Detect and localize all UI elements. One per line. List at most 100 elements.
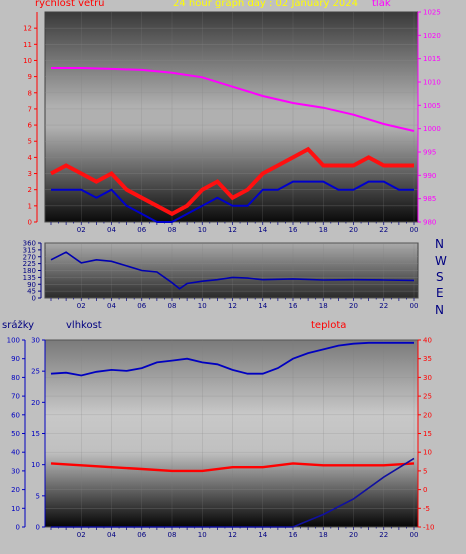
wind-speed-tick-label: 4 bbox=[28, 154, 33, 162]
wind-speed-tick-label: 11 bbox=[23, 41, 32, 49]
temperature-label: teplota bbox=[311, 320, 347, 331]
mid-x-tick-label: 10 bbox=[198, 302, 207, 310]
temperature-tick-label: 30 bbox=[423, 374, 432, 382]
top-x-tick-label: 18 bbox=[319, 226, 328, 234]
temperature-tick-label: 15 bbox=[423, 430, 432, 438]
top-x-tick-label: 00 bbox=[410, 226, 419, 234]
top-x-tick-label: 10 bbox=[198, 226, 207, 234]
top-x-tick-label: 12 bbox=[228, 226, 237, 234]
top-x-tick-label: 14 bbox=[258, 226, 267, 234]
wind-speed-tick-label: 6 bbox=[28, 122, 33, 130]
rain-line bbox=[51, 457, 415, 528]
top-x-tick-label: 20 bbox=[349, 226, 358, 234]
wind-speed-line bbox=[50, 146, 414, 217]
temperature-tick-label: 0 bbox=[423, 486, 427, 494]
top-x-tick-label: 04 bbox=[107, 226, 116, 234]
humidity-tick-label: 20 bbox=[31, 399, 40, 407]
mid-x-tick-label: 18 bbox=[319, 302, 328, 310]
direction-tick-label: 270 bbox=[23, 253, 36, 261]
mid-x-tick-label: 16 bbox=[289, 302, 298, 310]
temperature-tick-label: 10 bbox=[423, 449, 432, 457]
graph-title: 24 hour graph day : 02 January 2024 bbox=[173, 0, 358, 9]
bottom-x-tick-label: 04 bbox=[107, 531, 116, 539]
bottom-x-tick-label: 12 bbox=[228, 531, 237, 539]
pressure-tick-label: 985 bbox=[423, 195, 436, 203]
bottom-x-tick-label: 14 bbox=[258, 531, 267, 539]
mid-x-tick-label: 04 bbox=[107, 302, 116, 310]
direction-tick-label: 225 bbox=[23, 260, 36, 268]
top-x-tick-label: 02 bbox=[77, 226, 86, 234]
bottom-x-tick-label: 18 bbox=[319, 531, 328, 539]
direction-tick-label: 360 bbox=[23, 240, 36, 248]
mid-x-tick-label: 02 bbox=[77, 302, 86, 310]
pressure-label: tlak bbox=[372, 0, 391, 9]
pressure-tick-label: 1000 bbox=[423, 125, 441, 133]
direction-tick-label: 90 bbox=[27, 281, 36, 289]
humidity-label: vlhkost bbox=[66, 320, 102, 331]
pressure-tick-label: 995 bbox=[423, 149, 436, 157]
temperature-tick-label: 20 bbox=[423, 411, 432, 419]
bottom-x-tick-label: 02 bbox=[77, 531, 86, 539]
rain-tick-label: 30 bbox=[11, 467, 20, 475]
humidity-tick-label: 30 bbox=[31, 337, 40, 345]
wind-speed-tick-label: 3 bbox=[28, 170, 32, 178]
rain-tick-label: 10 bbox=[11, 505, 20, 513]
top-panel-bg bbox=[44, 11, 419, 223]
wind-gust-line bbox=[51, 180, 414, 223]
top-x-tick-label: 08 bbox=[168, 226, 177, 234]
temperature-tick-label: 40 bbox=[423, 337, 432, 345]
wind-speed-tick-label: 0 bbox=[28, 219, 32, 227]
compass-south: S bbox=[436, 270, 444, 284]
mid-x-tick-label: 22 bbox=[379, 302, 388, 310]
rain-tick-label: 60 bbox=[11, 411, 20, 419]
humidity-tick-label: 0 bbox=[36, 524, 40, 532]
pressure-tick-label: 1020 bbox=[423, 32, 441, 40]
bottom-x-tick-label: 10 bbox=[198, 531, 207, 539]
temperature-line bbox=[50, 462, 415, 473]
wind-speed-tick-label: 12 bbox=[23, 25, 32, 33]
top-x-tick-label: 16 bbox=[289, 226, 298, 234]
wind-speed-tick-label: 7 bbox=[28, 105, 32, 113]
temperature-tick-label: -5 bbox=[423, 505, 430, 513]
mid-x-tick-label: 12 bbox=[228, 302, 237, 310]
rain-tick-label: 90 bbox=[11, 355, 20, 363]
rain-tick-label: 100 bbox=[7, 337, 20, 345]
top-x-tick-label: 22 bbox=[379, 226, 388, 234]
mid-x-tick-label: 14 bbox=[258, 302, 267, 310]
humidity-tick-label: 10 bbox=[31, 461, 40, 469]
wind-direction-line bbox=[50, 251, 415, 290]
wind-speed-tick-label: 8 bbox=[28, 89, 32, 97]
direction-tick-label: 180 bbox=[23, 267, 36, 275]
temperature-tick-label: 25 bbox=[423, 393, 432, 401]
direction-tick-label: 0 bbox=[32, 295, 36, 303]
bottom-x-tick-label: 08 bbox=[168, 531, 177, 539]
compass-north-top: N bbox=[435, 237, 444, 251]
wind-speed-tick-label: 5 bbox=[28, 138, 32, 146]
wind-speed-tick-label: 1 bbox=[28, 202, 32, 210]
rain-tick-label: 80 bbox=[11, 374, 20, 382]
mid-x-tick-label: 20 bbox=[349, 302, 358, 310]
humidity-line bbox=[50, 341, 414, 377]
temperature-tick-label: 5 bbox=[423, 467, 427, 475]
top-x-tick-label: 06 bbox=[137, 226, 146, 234]
pressure-tick-label: 1025 bbox=[423, 9, 441, 17]
wind-speed-tick-label: 9 bbox=[28, 73, 32, 81]
bottom-x-tick-label: 06 bbox=[137, 531, 146, 539]
rain-tick-label: 70 bbox=[11, 393, 20, 401]
compass-north-bottom: N bbox=[435, 303, 444, 317]
pressure-tick-label: 990 bbox=[423, 172, 436, 180]
rain-tick-label: 40 bbox=[11, 449, 20, 457]
wind-speed-tick-label: 10 bbox=[23, 57, 32, 65]
rain-tick-label: 50 bbox=[11, 430, 20, 438]
direction-tick-label: 135 bbox=[23, 274, 36, 282]
direction-tick-label: 45 bbox=[27, 288, 36, 296]
rain-label: srážky bbox=[2, 320, 35, 331]
pressure-tick-label: 1015 bbox=[423, 55, 441, 63]
pressure-tick-label: 1005 bbox=[423, 102, 441, 110]
bottom-x-tick-label: 00 bbox=[410, 531, 419, 539]
mid-x-tick-label: 00 bbox=[410, 302, 419, 310]
humidity-tick-label: 15 bbox=[31, 430, 40, 438]
wind-speed-tick-label: 2 bbox=[28, 186, 32, 194]
